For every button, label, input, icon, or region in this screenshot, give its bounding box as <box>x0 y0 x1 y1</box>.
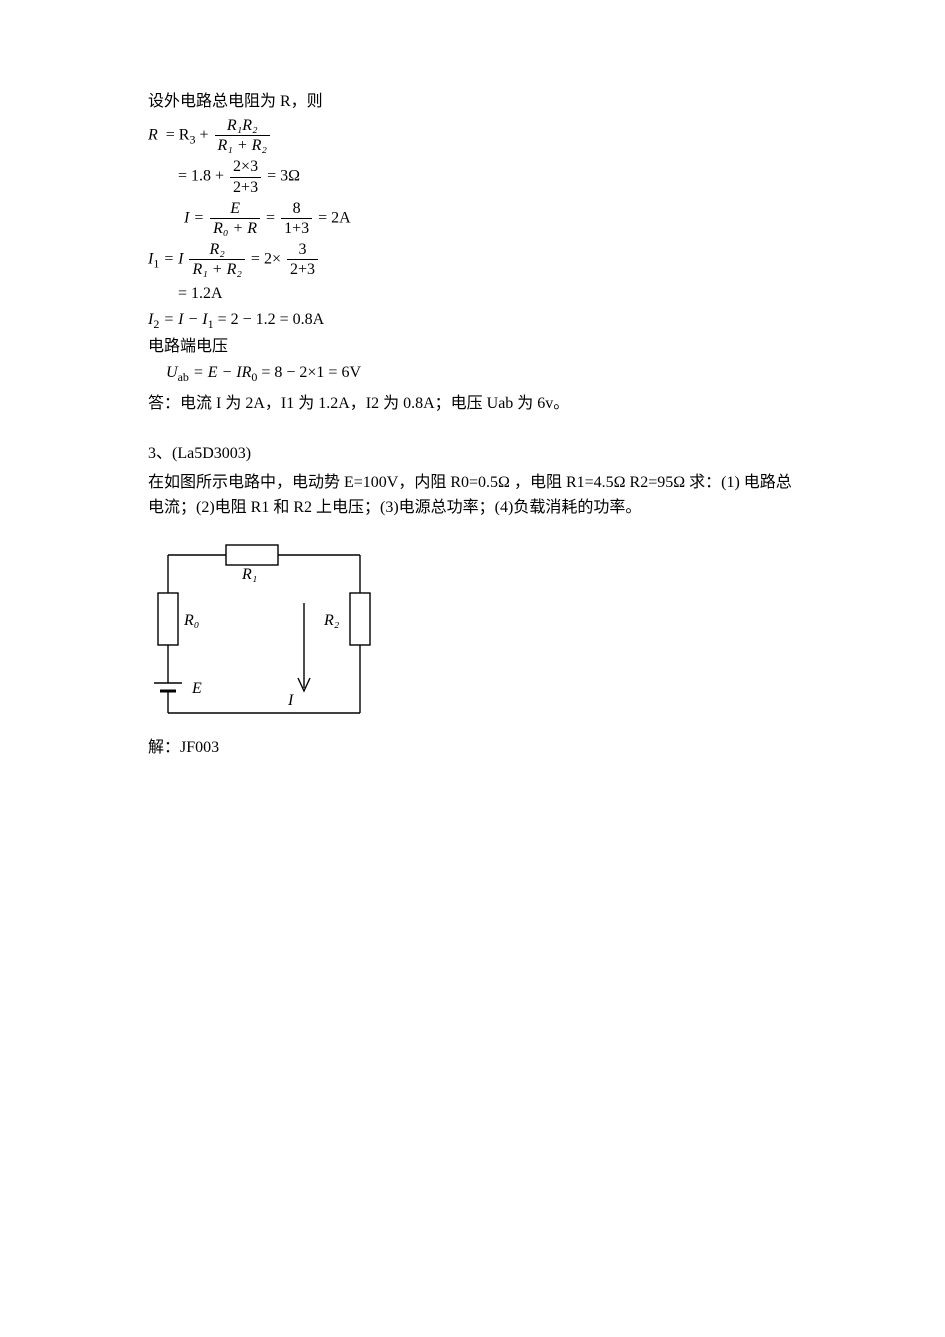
circuit-label-I: I <box>287 692 294 709</box>
circuit-label-E: E <box>191 680 202 697</box>
sol-intro: 设外电路总电阻为 R，则 <box>148 90 798 114</box>
page-content: 设外电路总电阻为 R，则 R = R3 + R₁R₂ R₁ + R₂ = 1.8… <box>148 90 798 760</box>
sol-eq-I1-line2: = 1.2A <box>148 282 798 306</box>
sol-eq-I: I = E R₀ + R = 8 1+3 = 2A <box>148 199 798 238</box>
circuit-label-R2: R₂ <box>323 612 340 629</box>
sol-answer: 答：电流 I 为 2A，I1 为 1.2A，I2 为 0.8A；电压 Uab 为… <box>148 392 798 416</box>
sol-eq-R-line2: = 1.8 + 2×3 2+3 = 3Ω <box>148 157 798 196</box>
sol-eq-R-line1: R = R3 + R₁R₂ R₁ + R₂ <box>148 116 798 155</box>
sol-eq-I2: I2 = I − I1 = 2 − 1.2 = 0.8A <box>148 308 798 333</box>
circuit-diagram: R₁ R₀ R₂ E I <box>148 533 798 728</box>
sol-eq-Uab: Uab = E − IR0 = 8 − 2×1 = 6V <box>148 361 798 386</box>
question-3: 3、(La5D3003) 在如图所示电路中，电动势 E=100V，内阻 R0=0… <box>148 442 798 760</box>
circuit-label-R0: R₀ <box>183 612 199 629</box>
q3-header: 3、(La5D3003) <box>148 442 798 466</box>
q3-solution-label: 解：JF003 <box>148 736 798 760</box>
circuit-label-R1: R₁ <box>241 566 257 583</box>
q3-text: 在如图所示电路中，电动势 E=100V，内阻 R0=0.5Ω ，电阻 R1=4.… <box>148 470 798 521</box>
sol-voltage-label: 电路端电压 <box>148 335 798 359</box>
sol-eq-I1-line1: I1 = I R₂ R₁ + R₂ = 2× 3 2+3 <box>148 240 798 279</box>
